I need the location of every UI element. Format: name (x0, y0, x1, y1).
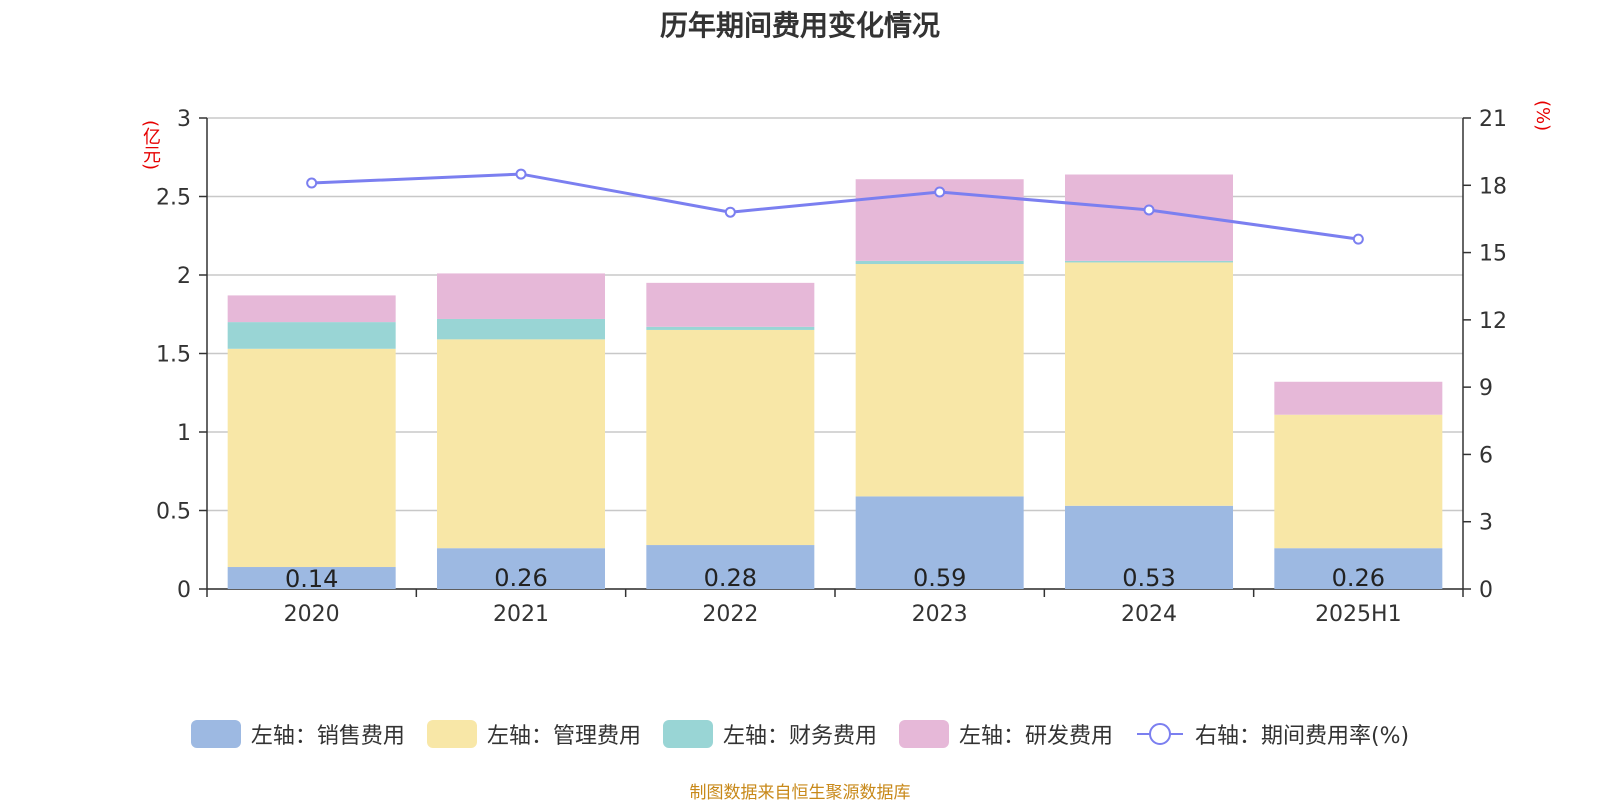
bar-segment (1274, 548, 1443, 589)
bar-segment (855, 264, 1024, 497)
legend-label-finance: 左轴：财务费用 (722, 724, 877, 749)
expense-rate-point (515, 168, 527, 180)
left-axis-tick-label: 1.5 (156, 343, 191, 368)
legend-swatch-admin (426, 720, 477, 748)
left-axis-tick-label: 2.5 (156, 186, 191, 211)
bar-segment (646, 326, 815, 330)
bar-segment (1274, 381, 1443, 415)
chart-title: 历年期间费用变化情况 (659, 9, 940, 42)
bar-segment (855, 260, 1024, 265)
bar-segment (437, 318, 605, 340)
right-axis-tick-label: 15 (1479, 242, 1507, 267)
legend-item-finance[interactable]: 左轴：财务费用 (662, 718, 877, 750)
bar-segment (646, 282, 815, 327)
expense-rate-point (934, 186, 946, 198)
left-axis-tick-label: 0.5 (156, 500, 191, 525)
bar-segment (646, 329, 815, 546)
legend: 左轴：销售费用 左轴：管理费用 左轴：财务费用 左轴：研发费用 右轴：期间费用率… (0, 718, 1600, 750)
left-axis-tick-label: 1 (177, 421, 191, 446)
x-axis-tick-label: 2024 (1121, 602, 1177, 627)
x-axis-tick-label: 2025H1 (1315, 602, 1402, 627)
expense-rate-point (306, 177, 318, 189)
right-axis-tick-label: 18 (1479, 174, 1507, 199)
right-axis-tick-label: 21 (1479, 107, 1507, 132)
legend-swatch-sales (190, 720, 241, 748)
bar-data-label: 0.26 (1332, 564, 1385, 592)
left-axis-tick-label: 0 (177, 578, 191, 603)
left-axis-tick-label: 2 (177, 264, 191, 289)
bar-segment (437, 339, 605, 549)
bar-segment (437, 273, 605, 319)
right-axis-tick-label: 6 (1479, 443, 1493, 468)
bar-segment (1274, 414, 1443, 549)
legend-item-expense-rate[interactable]: 右轴：期间费用率(%) (1135, 718, 1409, 750)
legend-label-sales: 左轴：销售费用 (250, 724, 405, 749)
bar-segment (437, 548, 605, 589)
bar-data-label: 0.59 (913, 564, 966, 592)
legend-label-expense-rate: 右轴：期间费用率(%) (1194, 724, 1410, 749)
bar-segment (646, 545, 815, 589)
bar-data-label: 0.53 (1122, 564, 1175, 592)
bar-data-label: 0.26 (494, 564, 547, 592)
bar-data-label: 0.14 (285, 565, 338, 593)
bar-segment (227, 295, 396, 323)
legend-label-rnd: 左轴：研发费用 (958, 724, 1113, 749)
bar-segment (227, 567, 396, 589)
expense-rate-point (1352, 233, 1364, 245)
x-axis-tick-label: 2023 (912, 602, 968, 627)
right-axis-tick-label: 12 (1479, 309, 1507, 334)
bar-segment (855, 496, 1024, 589)
left-axis-tick-label: 3 (177, 107, 191, 132)
x-axis-tick-label: 2021 (493, 602, 549, 627)
legend-item-sales[interactable]: 左轴：销售费用 (190, 718, 405, 750)
expense-rate-point (1143, 204, 1155, 216)
bar-segment (1065, 505, 1233, 589)
legend-item-rnd[interactable]: 左轴：研发费用 (898, 718, 1113, 750)
right-axis-tick-label: 9 (1479, 376, 1493, 401)
bar-segment (227, 322, 396, 349)
legend-swatch-finance (662, 720, 713, 748)
x-axis-tick-label: 2020 (284, 602, 340, 627)
left-axis-unit: (亿元) (140, 120, 161, 171)
legend-item-admin[interactable]: 左轴：管理费用 (426, 718, 641, 750)
legend-line-marker-icon (1136, 723, 1183, 745)
right-axis-tick-label: 3 (1479, 511, 1493, 536)
bar-data-label: 0.28 (704, 564, 757, 592)
right-axis-unit: (%) (1532, 100, 1553, 132)
bar-segment (1065, 262, 1233, 506)
bar-segment (227, 348, 396, 568)
data-source-note: 制图数据来自恒生聚源数据库 (689, 783, 911, 803)
legend-swatch-rnd (898, 720, 949, 748)
x-axis-tick-label: 2022 (702, 602, 758, 627)
expense-rate-point (724, 206, 736, 218)
legend-label-admin: 左轴：管理费用 (486, 724, 641, 749)
expense-rate-line (311, 172, 1359, 241)
bar-segment (1065, 260, 1233, 263)
right-axis-tick-label: 0 (1479, 578, 1493, 603)
